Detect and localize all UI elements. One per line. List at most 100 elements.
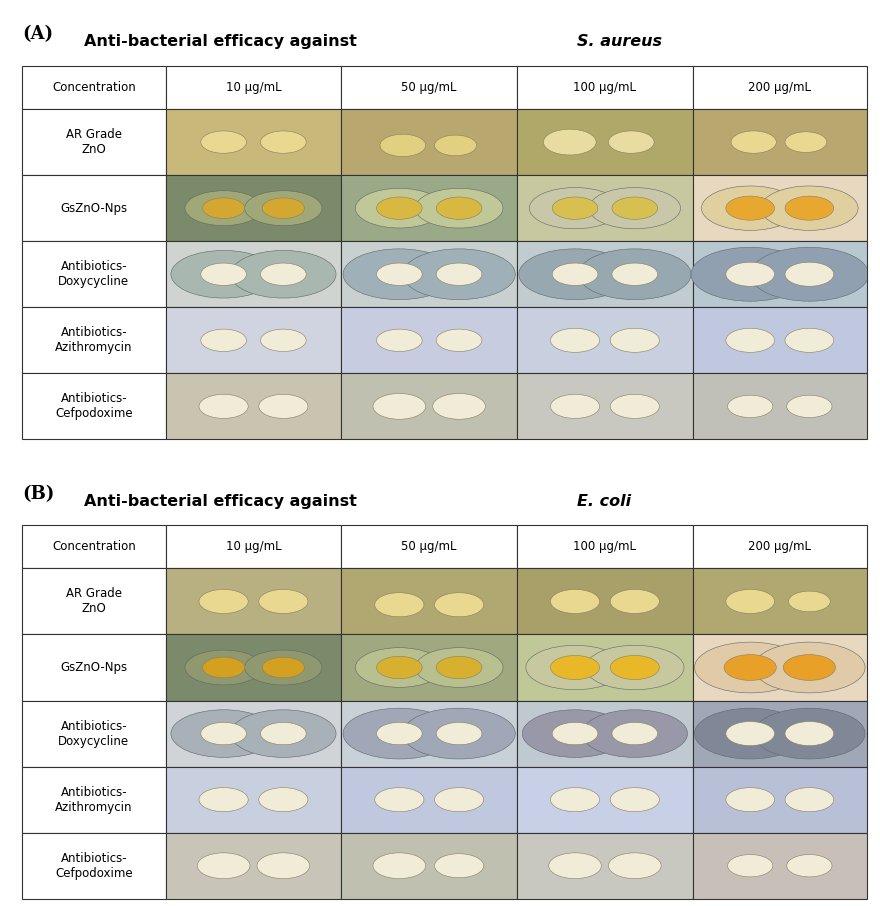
Ellipse shape xyxy=(552,722,598,745)
Ellipse shape xyxy=(231,250,336,298)
Bar xyxy=(693,241,867,307)
Text: (A): (A) xyxy=(22,25,53,43)
Text: AR Grade
ZnO: AR Grade ZnO xyxy=(66,587,121,615)
Bar xyxy=(165,634,341,700)
Ellipse shape xyxy=(694,708,806,759)
Bar xyxy=(693,833,867,899)
Ellipse shape xyxy=(550,590,599,613)
Ellipse shape xyxy=(201,263,246,285)
Bar xyxy=(22,373,165,439)
Bar xyxy=(341,525,517,568)
Bar xyxy=(22,307,165,373)
Ellipse shape xyxy=(785,787,833,812)
Text: S. aureus: S. aureus xyxy=(577,34,662,49)
Bar xyxy=(165,525,341,568)
Ellipse shape xyxy=(724,655,776,680)
Ellipse shape xyxy=(380,134,426,157)
Bar xyxy=(517,568,693,634)
Ellipse shape xyxy=(433,393,486,419)
Bar xyxy=(693,634,867,700)
Bar xyxy=(693,766,867,833)
Bar xyxy=(22,525,165,568)
Bar xyxy=(517,307,693,373)
Bar xyxy=(693,175,867,241)
Ellipse shape xyxy=(552,263,598,285)
Ellipse shape xyxy=(415,648,503,688)
Ellipse shape xyxy=(403,708,516,759)
Text: Antibiotics-
Doxycycline: Antibiotics- Doxycycline xyxy=(58,260,129,288)
Ellipse shape xyxy=(530,188,620,229)
Bar xyxy=(517,700,693,766)
Text: AR Grade
ZnO: AR Grade ZnO xyxy=(66,128,121,156)
Ellipse shape xyxy=(185,651,262,685)
Text: Antibiotics-
Azithromycin: Antibiotics- Azithromycin xyxy=(55,326,133,354)
Ellipse shape xyxy=(691,247,810,301)
Bar xyxy=(22,833,165,899)
Text: Anti-bacterial efficacy against: Anti-bacterial efficacy against xyxy=(84,494,362,508)
Ellipse shape xyxy=(377,263,422,285)
Text: 100 μg/mL: 100 μg/mL xyxy=(574,541,636,554)
Ellipse shape xyxy=(260,131,306,153)
Bar xyxy=(341,109,517,175)
Text: (B): (B) xyxy=(22,485,55,503)
Ellipse shape xyxy=(753,708,865,759)
Bar xyxy=(517,175,693,241)
Ellipse shape xyxy=(550,394,599,419)
Ellipse shape xyxy=(523,709,627,757)
Ellipse shape xyxy=(377,197,422,219)
Ellipse shape xyxy=(612,722,657,745)
Ellipse shape xyxy=(550,787,599,812)
Ellipse shape xyxy=(201,329,246,352)
Ellipse shape xyxy=(783,655,835,680)
Bar xyxy=(693,373,867,439)
Text: GsZnO-Nps: GsZnO-Nps xyxy=(60,202,128,215)
Text: Antibiotics-
Doxycycline: Antibiotics- Doxycycline xyxy=(58,719,129,747)
Ellipse shape xyxy=(436,197,482,219)
Text: 50 μg/mL: 50 μg/mL xyxy=(401,82,457,94)
Ellipse shape xyxy=(549,853,601,879)
Ellipse shape xyxy=(262,657,304,678)
Ellipse shape xyxy=(610,787,659,812)
Ellipse shape xyxy=(435,593,484,617)
Ellipse shape xyxy=(726,328,774,352)
Ellipse shape xyxy=(199,394,248,419)
Ellipse shape xyxy=(260,722,306,745)
Ellipse shape xyxy=(785,721,833,746)
Ellipse shape xyxy=(726,196,774,220)
Ellipse shape xyxy=(202,198,245,218)
Bar xyxy=(693,525,867,568)
Bar xyxy=(517,373,693,439)
Text: Antibiotics-
Cefpodoxime: Antibiotics- Cefpodoxime xyxy=(55,392,133,420)
Text: Anti-bacterial efficacy against: Anti-bacterial efficacy against xyxy=(84,34,362,49)
Bar xyxy=(341,700,517,766)
Ellipse shape xyxy=(785,328,833,352)
Bar xyxy=(693,307,867,373)
Ellipse shape xyxy=(726,590,774,613)
Bar xyxy=(165,175,341,241)
Ellipse shape xyxy=(171,250,276,298)
Bar xyxy=(165,700,341,766)
Ellipse shape xyxy=(787,854,832,877)
Bar xyxy=(341,373,517,439)
Bar xyxy=(22,241,165,307)
Bar xyxy=(693,109,867,175)
Ellipse shape xyxy=(356,188,444,228)
Bar xyxy=(693,66,867,109)
Ellipse shape xyxy=(550,655,599,680)
Ellipse shape xyxy=(260,263,306,285)
Text: Concentration: Concentration xyxy=(52,82,136,94)
Bar xyxy=(165,109,341,175)
Bar xyxy=(22,109,165,175)
Ellipse shape xyxy=(202,657,245,678)
Text: Antibiotics-
Azithromycin: Antibiotics- Azithromycin xyxy=(55,786,133,814)
Ellipse shape xyxy=(245,191,322,226)
Bar xyxy=(22,568,165,634)
Bar xyxy=(517,766,693,833)
Ellipse shape xyxy=(377,722,422,745)
Ellipse shape xyxy=(610,655,659,680)
Ellipse shape xyxy=(262,198,304,218)
Text: 200 μg/mL: 200 μg/mL xyxy=(748,541,811,554)
Bar xyxy=(693,700,867,766)
Bar xyxy=(22,634,165,700)
Ellipse shape xyxy=(415,188,503,228)
